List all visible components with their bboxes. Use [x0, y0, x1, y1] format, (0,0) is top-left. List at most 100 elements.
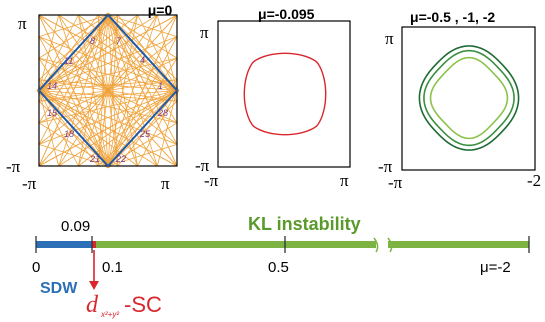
- patch-line: [38, 90, 79, 167]
- patch-line: [58, 90, 178, 167]
- x-left-label: -π: [22, 174, 37, 193]
- fermi-surface-mu-1: [423, 49, 515, 147]
- patch-line: [97, 90, 178, 167]
- patch-line: [38, 79, 109, 167]
- patch-line: [78, 90, 109, 167]
- patch-line: [38, 144, 109, 167]
- patch-line: [38, 90, 178, 124]
- patch-number: 14: [47, 81, 57, 91]
- patch-line: [97, 90, 109, 167]
- patch-line: [107, 144, 178, 167]
- patch-number: 4: [140, 55, 145, 65]
- patch-number: 25: [139, 129, 151, 139]
- panel-frame: [217, 20, 351, 168]
- x-right-label: π: [161, 174, 170, 193]
- kl-segment-left: [96, 241, 376, 248]
- patch-line: [38, 90, 178, 145]
- patch-line: [38, 90, 60, 167]
- patch-number: 15: [47, 108, 58, 118]
- patch-line: [38, 14, 138, 91]
- patch-number: 8: [90, 36, 95, 46]
- patch-line: [38, 90, 109, 124]
- patch-line: [38, 122, 109, 167]
- panel-frame: [401, 26, 536, 171]
- sc-subscript: x²+y²: [100, 310, 119, 319]
- patch-line: [107, 57, 178, 91]
- y-top-label: π: [200, 23, 209, 42]
- patch-line: [38, 14, 109, 59]
- patch-line: [58, 14, 109, 167]
- patch-line: [97, 14, 109, 91]
- patch-line: [107, 122, 178, 167]
- patch-line: [58, 14, 178, 91]
- patch-line: [107, 14, 178, 167]
- patch-line: [38, 36, 109, 167]
- patch-line: [38, 90, 99, 167]
- x-left-label: -π: [388, 173, 403, 192]
- patch-line: [58, 90, 109, 167]
- patch-line: [38, 14, 119, 91]
- patch-line: [107, 79, 178, 167]
- axis-break-mark: [387, 237, 393, 253]
- sdw-label: SDW: [40, 280, 78, 297]
- patch-lines: [36, 12, 180, 169]
- patch-line: [107, 14, 119, 91]
- patch-line: [38, 90, 109, 102]
- patch-line: [38, 57, 109, 91]
- x-right-label: π: [340, 171, 349, 190]
- patch-line: [107, 14, 178, 145]
- patch-line: [38, 79, 178, 91]
- patch-line: [38, 14, 158, 91]
- kl-instability-label: KL instability: [248, 214, 361, 234]
- patch-line: [107, 14, 119, 167]
- patch-line: [107, 90, 178, 102]
- panel-title: μ=0: [148, 2, 173, 18]
- patch-line: [38, 14, 109, 102]
- fermi-surface-curve: [243, 52, 327, 136]
- sc-symbol: d: [86, 292, 99, 318]
- patch-line: [107, 14, 158, 91]
- patch-number: 28: [157, 108, 168, 118]
- patch-line: [38, 90, 138, 167]
- y-bottom-label: -π: [195, 156, 210, 175]
- patch-line: [137, 14, 178, 91]
- patch-line: [38, 90, 109, 145]
- panel-mu-0095: μ=-0.095 π -π -π π: [195, 6, 351, 190]
- sdw-segment: [36, 241, 92, 248]
- sc-arrow-head: [89, 281, 99, 290]
- patch-line: [38, 14, 109, 37]
- patch-line: [107, 90, 178, 124]
- patch-line: [58, 14, 109, 91]
- patch-line: [38, 14, 99, 91]
- patch-line: [38, 90, 178, 102]
- patch-number: 11: [64, 56, 73, 66]
- sc-segment: [92, 241, 96, 248]
- patch-line: [107, 14, 178, 37]
- patch-line: [107, 14, 178, 59]
- y-bottom-label: -π: [378, 157, 393, 176]
- fermi-surface-mu-2: [429, 56, 509, 140]
- patch-line: [107, 90, 158, 167]
- patch-line: [97, 14, 178, 91]
- patch-line: [117, 14, 178, 91]
- patch-line: [38, 14, 79, 91]
- axis-break-mark: [373, 237, 379, 253]
- patch-number: 22: [115, 154, 126, 164]
- panel-title: μ=-0.095: [258, 6, 315, 22]
- fermi-surface-mu-0.5: [418, 45, 520, 151]
- fermi-surface-square: [37, 13, 179, 168]
- patch-line: [78, 14, 109, 167]
- tick-label-0.1: 0.1: [102, 259, 123, 276]
- tick-label-0: 0: [32, 259, 40, 276]
- sc-label: -SC: [124, 292, 162, 317]
- panel-mu-multi: μ=-0.5 , -1, -2 π -π -π -2: [378, 9, 541, 192]
- patch-line: [107, 14, 138, 91]
- patch-line: [107, 36, 178, 167]
- patch-line: [38, 36, 109, 91]
- patch-line: [156, 14, 178, 91]
- patch-line: [38, 90, 158, 167]
- patch-line: [38, 90, 178, 167]
- patch-line: [107, 14, 138, 167]
